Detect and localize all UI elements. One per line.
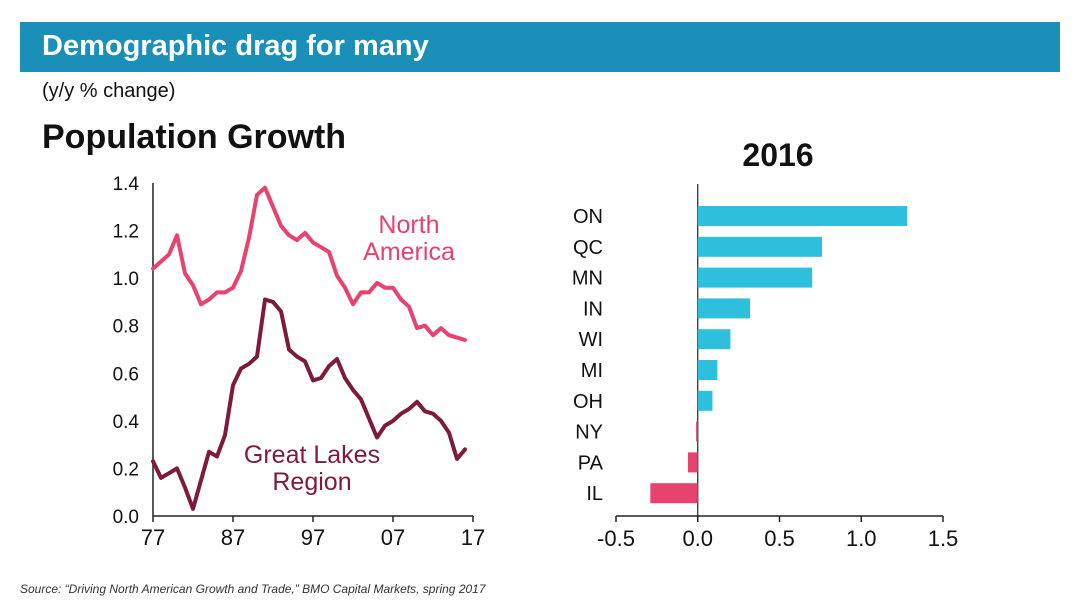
category-label-il: IL bbox=[586, 483, 603, 505]
y-tick-label: 0.4 bbox=[113, 412, 140, 433]
bar-on bbox=[697, 206, 908, 226]
line-chart-title: Population Growth bbox=[42, 118, 347, 156]
source-note: Source: “Driving North American Growth a… bbox=[20, 582, 486, 596]
category-label-on: ON bbox=[573, 206, 603, 228]
series-line-great-lakes-region bbox=[151, 297, 467, 511]
category-label-mi: MI bbox=[581, 360, 603, 382]
category-label-pa: PA bbox=[578, 452, 604, 474]
series-label-north-america: North America bbox=[363, 211, 455, 266]
bar-mn bbox=[697, 267, 813, 288]
category-label-in: IN bbox=[583, 298, 603, 320]
bar-il bbox=[650, 483, 698, 504]
x-tick-label: 07 bbox=[381, 525, 405, 550]
x-tick-label: -0.5 bbox=[597, 526, 635, 551]
x-tick-label: 17 bbox=[461, 525, 485, 550]
y-tick-label: 1.0 bbox=[113, 269, 139, 290]
bar-chart-title: 2016 bbox=[742, 137, 813, 173]
x-tick-label: 1.5 bbox=[928, 526, 959, 551]
y-tick-label: 1.4 bbox=[113, 174, 140, 195]
title-banner: Demographic drag for many bbox=[20, 22, 1060, 72]
bar-wi bbox=[697, 329, 731, 350]
y-tick-label: 0.8 bbox=[113, 317, 139, 338]
category-label-qc: QC bbox=[573, 237, 603, 259]
x-tick-label: 0.5 bbox=[764, 526, 795, 551]
category-label-mn: MN bbox=[572, 268, 603, 290]
series-label-great-lakes-region: Great Lakes Region bbox=[244, 441, 380, 496]
category-label-wi: WI bbox=[579, 329, 603, 351]
bar-oh bbox=[697, 390, 713, 411]
bar-mi bbox=[697, 360, 718, 380]
y-tick-label: 0.6 bbox=[113, 364, 139, 385]
x-tick-label: 0.0 bbox=[682, 526, 713, 551]
x-tick-label: 87 bbox=[221, 525, 245, 550]
bar-in bbox=[697, 298, 751, 319]
y-tick-label: 0.0 bbox=[113, 507, 139, 528]
bar-ny bbox=[696, 421, 698, 442]
population-growth-line-chart: 0.0 0.2 0.4 0.6 0.8 1.0 1.2 1.4 77 87 97 07 17 North A… bbox=[113, 174, 486, 550]
bar-pa bbox=[687, 452, 698, 473]
banner-title: Demographic drag for many bbox=[42, 30, 429, 62]
series-line-north-america bbox=[151, 185, 467, 342]
category-label-ny: NY bbox=[575, 422, 603, 444]
y-tick-label: 0.2 bbox=[113, 459, 139, 480]
x-tick-label: 77 bbox=[141, 525, 165, 550]
bar-chart-2016: 2016 -0.5 0.0 0.5 1.0 1.5 ON QC MN IN WI MI OH NY PA IL bbox=[572, 137, 959, 551]
category-label-oh: OH bbox=[573, 391, 603, 413]
units-subtitle: (y/y % change) bbox=[42, 80, 176, 102]
x-tick-label: 97 bbox=[301, 525, 325, 550]
x-tick-label: 1.0 bbox=[846, 526, 877, 551]
y-tick-label: 1.2 bbox=[113, 222, 139, 243]
bar-qc bbox=[697, 236, 823, 257]
